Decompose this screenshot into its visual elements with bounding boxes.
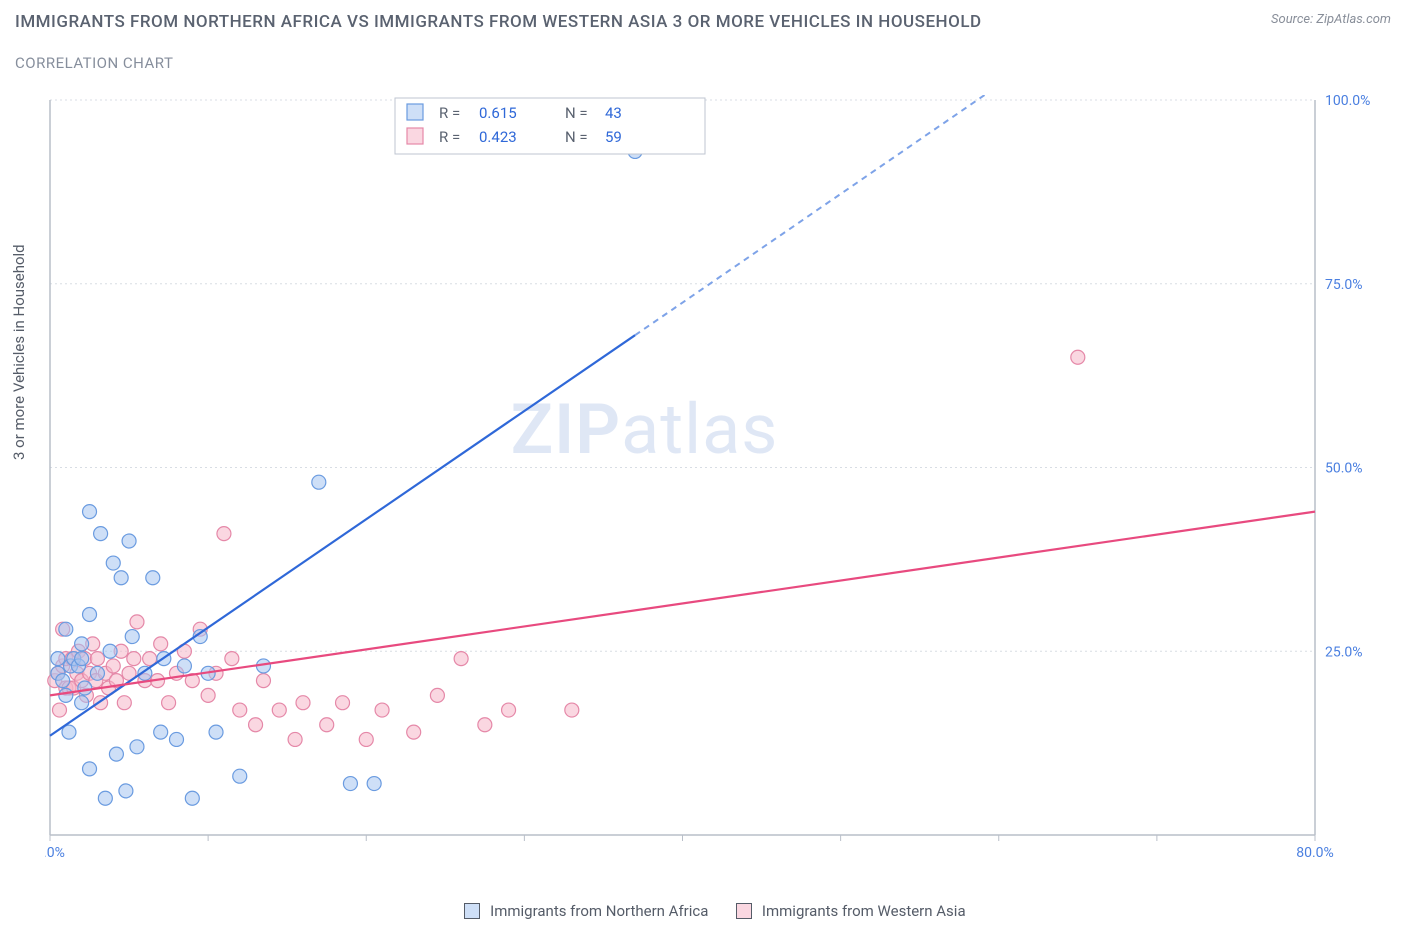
stats-n-value: 59 bbox=[605, 128, 622, 146]
watermark: ZIPatlas bbox=[511, 389, 779, 471]
chart-area: 25.0% 50.0% 75.0% 100.0% ZIPatlas 0.0% 80.0% R … bbox=[45, 95, 1390, 865]
data-point bbox=[256, 674, 270, 688]
trend-line-blue bbox=[50, 335, 635, 736]
data-point bbox=[430, 688, 444, 702]
data-point bbox=[233, 703, 247, 717]
bottom-legend: Immigrants from Northern Africa Immigran… bbox=[0, 902, 1406, 920]
data-point bbox=[296, 696, 310, 710]
scatter-plot-svg: 25.0% 50.0% 75.0% 100.0% ZIPatlas 0.0% 80.0% R … bbox=[45, 95, 1390, 865]
data-point bbox=[51, 652, 65, 666]
x-tick-label: 80.0% bbox=[1296, 845, 1334, 861]
data-point bbox=[565, 703, 579, 717]
data-point bbox=[130, 615, 144, 629]
y-tick-label: 75.0% bbox=[1325, 277, 1363, 293]
data-point bbox=[375, 703, 389, 717]
data-point bbox=[78, 681, 92, 695]
data-point bbox=[502, 703, 516, 717]
data-point bbox=[343, 777, 357, 791]
y-axis-label: 3 or more Vehicles in Household bbox=[10, 244, 28, 460]
data-point bbox=[288, 732, 302, 746]
data-point bbox=[312, 475, 326, 489]
data-point bbox=[407, 725, 421, 739]
data-point bbox=[201, 688, 215, 702]
data-point bbox=[75, 652, 89, 666]
data-point bbox=[320, 718, 334, 732]
data-point bbox=[162, 696, 176, 710]
trend-line-pink bbox=[50, 512, 1315, 696]
stats-n-value: 43 bbox=[605, 104, 622, 122]
stats-swatch bbox=[407, 128, 423, 144]
stats-r-label: R = bbox=[439, 104, 460, 122]
y-tick-label: 100.0% bbox=[1325, 95, 1370, 109]
data-point bbox=[59, 622, 73, 636]
data-point bbox=[122, 534, 136, 548]
data-point bbox=[233, 769, 247, 783]
stats-r-value: 0.615 bbox=[479, 104, 517, 122]
data-point bbox=[127, 652, 141, 666]
y-tick-label: 50.0% bbox=[1325, 461, 1363, 477]
data-point bbox=[94, 527, 108, 541]
data-point bbox=[478, 718, 492, 732]
data-point bbox=[114, 571, 128, 585]
data-point bbox=[125, 630, 139, 644]
data-point bbox=[154, 725, 168, 739]
data-point bbox=[98, 791, 112, 805]
data-point bbox=[170, 732, 184, 746]
legend-label-2: Immigrants from Western Asia bbox=[762, 902, 966, 920]
chart-title: IMMIGRANTS FROM NORTHERN AFRICA VS IMMIG… bbox=[15, 12, 982, 32]
data-point bbox=[217, 527, 231, 541]
stats-n-label: N = bbox=[565, 128, 588, 146]
data-point bbox=[359, 732, 373, 746]
stats-swatch bbox=[407, 104, 423, 120]
data-point bbox=[75, 696, 89, 710]
data-point bbox=[109, 747, 123, 761]
data-point bbox=[130, 740, 144, 754]
stats-r-value: 0.423 bbox=[479, 128, 517, 146]
data-point bbox=[454, 652, 468, 666]
data-point bbox=[367, 777, 381, 791]
data-point bbox=[59, 688, 73, 702]
data-point bbox=[83, 505, 97, 519]
data-point bbox=[209, 725, 223, 739]
data-point bbox=[90, 666, 104, 680]
data-point bbox=[83, 608, 97, 622]
data-point bbox=[146, 571, 160, 585]
data-point bbox=[185, 791, 199, 805]
data-point bbox=[336, 696, 350, 710]
legend-swatch-blue bbox=[464, 903, 480, 919]
data-point bbox=[117, 696, 131, 710]
data-point bbox=[106, 556, 120, 570]
stats-r-label: R = bbox=[439, 128, 460, 146]
stats-n-label: N = bbox=[565, 104, 588, 122]
data-point bbox=[119, 784, 133, 798]
x-tick-label: 0.0% bbox=[45, 845, 65, 861]
data-point bbox=[52, 703, 66, 717]
data-point bbox=[106, 659, 120, 673]
data-point bbox=[103, 644, 117, 658]
data-point bbox=[249, 718, 263, 732]
data-point bbox=[272, 703, 286, 717]
data-point bbox=[225, 652, 239, 666]
data-point bbox=[90, 652, 104, 666]
y-tick-label: 25.0% bbox=[1325, 644, 1363, 660]
data-point bbox=[56, 674, 70, 688]
chart-subtitle: CORRELATION CHART bbox=[15, 54, 173, 72]
data-point bbox=[1071, 350, 1085, 364]
legend-swatch-pink bbox=[736, 903, 752, 919]
legend-label-1: Immigrants from Northern Africa bbox=[490, 902, 708, 920]
data-point bbox=[75, 637, 89, 651]
data-point bbox=[177, 659, 191, 673]
data-point bbox=[154, 637, 168, 651]
source-attribution: Source: ZipAtlas.com bbox=[1271, 12, 1391, 27]
data-point bbox=[83, 762, 97, 776]
